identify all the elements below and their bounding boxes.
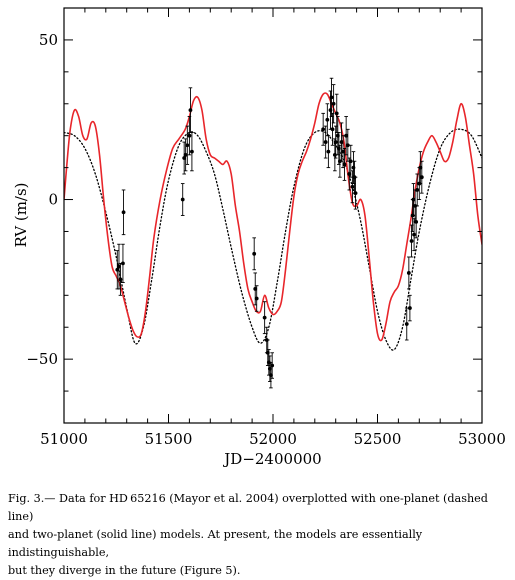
data-point (353, 176, 358, 210)
axis-ticks (63, 7, 483, 424)
caption-line-3: but they diverge in the future (Figure 5… (8, 564, 241, 577)
data-marker (323, 140, 328, 144)
data-marker (115, 267, 120, 272)
axis-tick-labels: 51000 51500 52000 52500 53000 −50 0 50 (26, 31, 506, 448)
model-curves (64, 92, 482, 351)
data-point (406, 256, 411, 290)
figure-caption: Fig. 3.— Data for HD 65216 (Mayor et al.… (8, 490, 508, 580)
data-marker (407, 306, 412, 310)
y-tick-label: −50 (26, 350, 58, 368)
data-point (321, 112, 326, 146)
x-tick-label: 51500 (145, 430, 193, 448)
data-marker (344, 133, 349, 138)
data-marker (348, 159, 353, 164)
y-tick-label: 0 (48, 191, 58, 209)
two-planet-model-line (64, 92, 482, 342)
data-point (348, 144, 353, 178)
data-marker (339, 140, 344, 144)
data-point (121, 189, 126, 236)
caption-line-1: Fig. 3.— Data for HD 65216 (Mayor et al.… (8, 492, 488, 523)
data-point (326, 135, 331, 169)
data-marker (121, 261, 125, 266)
data-marker (326, 149, 331, 154)
data-point (342, 148, 347, 181)
data-marker (262, 315, 267, 320)
plot-frame (63, 7, 483, 424)
x-tick-label: 52500 (354, 430, 402, 448)
data-marker (411, 197, 416, 202)
data-point (183, 138, 188, 172)
data-point (411, 183, 416, 216)
data-point (350, 170, 355, 204)
data-point (334, 93, 339, 133)
data-marker (341, 149, 345, 154)
data-point (252, 237, 257, 271)
data-point (180, 183, 185, 216)
data-point (254, 285, 259, 312)
data-marker (183, 152, 188, 157)
data-marker (270, 363, 275, 368)
data-marker (182, 156, 187, 160)
data-marker (253, 287, 258, 291)
data-marker (321, 127, 326, 132)
data-marker (414, 219, 419, 224)
data-points (115, 77, 424, 389)
data-marker (409, 239, 414, 243)
data-point (407, 294, 412, 322)
one-planet-model-line (64, 128, 482, 351)
data-marker (190, 149, 194, 154)
data-marker (188, 108, 193, 113)
data-marker (180, 197, 185, 202)
data-marker (412, 232, 416, 237)
y-tick-label: 50 (39, 31, 58, 49)
data-marker (252, 251, 257, 256)
x-tick-label: 51000 (40, 430, 88, 448)
data-point (117, 243, 121, 290)
data-marker (342, 162, 347, 167)
y-axis-label: RV (m/s) (12, 182, 30, 247)
data-marker (187, 133, 192, 138)
data-point (121, 243, 125, 283)
data-point (404, 307, 409, 341)
data-marker (325, 117, 330, 122)
x-tick-label: 52000 (249, 430, 297, 448)
data-marker (353, 191, 358, 196)
data-marker (347, 172, 352, 176)
data-point (323, 125, 328, 159)
data-point (419, 160, 424, 194)
data-marker (404, 322, 409, 326)
data-marker (330, 127, 335, 132)
data-marker (331, 101, 336, 106)
data-point (270, 352, 275, 379)
data-marker (350, 184, 355, 189)
data-point (344, 116, 349, 156)
data-marker (254, 296, 259, 301)
data-point (115, 250, 120, 290)
data-marker (345, 143, 350, 148)
data-marker (406, 271, 411, 275)
caption-line-2: and two-planet (solid line) models. At p… (8, 528, 423, 559)
data-marker (333, 140, 338, 144)
data-marker (415, 188, 420, 192)
x-tick-label: 53000 (458, 430, 506, 448)
data-marker (185, 143, 190, 148)
data-point (331, 84, 336, 124)
data-marker (334, 111, 339, 116)
data-point (182, 141, 187, 175)
data-point (190, 132, 194, 172)
data-point (409, 224, 414, 258)
data-marker (419, 175, 424, 180)
rv-chart: 51000 51500 52000 52500 53000 −50 0 50 JD−24000… (12, 7, 506, 468)
x-axis-label: JD−2400000 (222, 450, 321, 468)
data-marker (121, 210, 126, 215)
data-point (262, 301, 267, 335)
data-marker (329, 95, 334, 100)
data-marker (418, 165, 423, 170)
data-marker (118, 277, 123, 282)
data-point (329, 77, 334, 117)
data-point (415, 173, 420, 207)
data-point (185, 125, 190, 165)
data-marker (117, 264, 121, 269)
